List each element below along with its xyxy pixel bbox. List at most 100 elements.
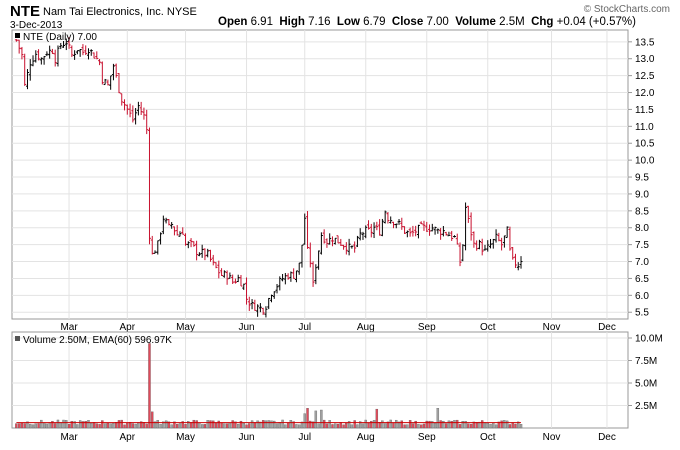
- volume-bar: [81, 421, 85, 429]
- volume-bar: [458, 424, 462, 429]
- volume-bar: [67, 424, 71, 429]
- volume-bar: [106, 422, 110, 429]
- price-x-month-label: Mar: [60, 322, 78, 333]
- volume-bar: [170, 424, 173, 429]
- price-legend-label: NTE (Daily) 7.00: [23, 32, 97, 43]
- volume-bar: [173, 421, 176, 429]
- volume-bar: [281, 419, 284, 429]
- volume-bar: [514, 423, 517, 429]
- volume-label: Volume: [455, 16, 496, 28]
- volume-bar: [259, 421, 262, 429]
- volume-bar: [65, 420, 68, 429]
- volume-bar: [253, 422, 257, 429]
- volume-bar: [267, 420, 270, 429]
- volume-bar: [212, 420, 215, 429]
- volume-bar: [198, 422, 201, 429]
- close-value: 7.00: [426, 16, 449, 28]
- volume-legend-swatch: [15, 336, 20, 341]
- volume-bar: [239, 420, 243, 429]
- volume-bar: [383, 423, 387, 429]
- volume-bar: [322, 419, 326, 429]
- volume-bar: [447, 420, 451, 429]
- volume-bar: [59, 422, 62, 429]
- change-label: Chg: [531, 16, 554, 28]
- volume-bar: [406, 424, 409, 429]
- low-label: Low: [336, 16, 360, 28]
- volume-x-month-label: Apr: [120, 432, 136, 443]
- volume-bar: [131, 423, 135, 429]
- volume-panel-frame: [11, 331, 629, 429]
- volume-bar: [228, 422, 232, 429]
- volume-bar: [203, 424, 207, 429]
- volume-y-tick-label: 7.5M: [635, 356, 657, 367]
- volume-bar: [242, 422, 245, 429]
- volume-bar: [153, 421, 157, 429]
- volume-x-month-label: Sep: [418, 432, 436, 443]
- volume-bar: [456, 419, 459, 429]
- price-y-tick-label: 10.0: [635, 156, 655, 167]
- volume-bar: [42, 422, 46, 429]
- volume-bar: [436, 408, 440, 429]
- volume-bar: [497, 421, 501, 429]
- volume-bar: [347, 421, 351, 429]
- volume-bar: [381, 420, 384, 429]
- price-x-month-label: Jul: [298, 322, 311, 333]
- volume-bar: [134, 423, 137, 429]
- volume-bar: [334, 423, 337, 429]
- volume-bars: [15, 343, 523, 429]
- volume-bar: [375, 408, 379, 429]
- volume-bar: [109, 423, 112, 429]
- volume-bar: [345, 422, 348, 429]
- volume-bar: [234, 421, 237, 429]
- volume-bar: [148, 343, 151, 429]
- volume-bar: [467, 423, 470, 429]
- volume-bar: [151, 411, 154, 429]
- quote-date: 3-Dec-2013: [10, 20, 63, 31]
- change-value: +0.04 (+0.57%): [556, 16, 636, 28]
- volume-bar: [87, 420, 90, 429]
- volume-bar: [145, 423, 148, 429]
- volume-bar: [356, 424, 359, 429]
- volume-bar: [353, 420, 356, 429]
- volume-bar: [95, 423, 98, 429]
- volume-bar: [361, 423, 365, 429]
- volume-bar: [306, 408, 309, 429]
- volume-bar: [444, 423, 448, 429]
- volume-bar: [217, 420, 220, 429]
- volume-bar: [176, 423, 179, 429]
- volume-bar: [372, 420, 376, 429]
- ohlc-summary: Open 6.91 High 7.16 Low 6.79 Close 7.00 …: [218, 16, 636, 28]
- company-name: Nam Tai Electronics, Inc. NYSE: [43, 6, 197, 18]
- volume-bar: [123, 424, 126, 429]
- price-x-month-label: Aug: [357, 322, 375, 333]
- volume-bar: [139, 421, 143, 429]
- volume-bar: [206, 420, 209, 429]
- volume-value: 2.5M: [499, 16, 525, 28]
- price-x-month-label: Nov: [543, 322, 561, 333]
- volume-bar: [29, 423, 32, 429]
- volume-bar: [112, 422, 115, 429]
- volume-bar: [431, 421, 434, 429]
- volume-bar: [117, 420, 121, 429]
- volume-bar: [200, 424, 204, 429]
- volume-bar: [192, 419, 196, 429]
- volume-bar: [428, 420, 431, 429]
- volume-bar: [37, 423, 40, 429]
- volume-bar: [517, 421, 520, 429]
- volume-bar: [142, 422, 146, 429]
- volume-bar: [84, 421, 87, 429]
- price-x-month-label: Dec: [598, 322, 616, 333]
- volume-bar: [278, 422, 281, 429]
- volume-bar: [397, 421, 401, 429]
- volume-bar: [20, 422, 24, 429]
- volume-bar: [195, 420, 198, 429]
- volume-bar: [422, 423, 426, 429]
- price-legend-swatch: [15, 33, 20, 38]
- price-x-month-label: Oct: [480, 322, 496, 333]
- volume-bar: [417, 424, 420, 429]
- volume-bar: [325, 423, 329, 429]
- volume-bar: [481, 420, 484, 429]
- volume-bar: [489, 424, 492, 429]
- price-y-tick-label: 6.0: [635, 291, 649, 302]
- volume-bar: [54, 423, 57, 429]
